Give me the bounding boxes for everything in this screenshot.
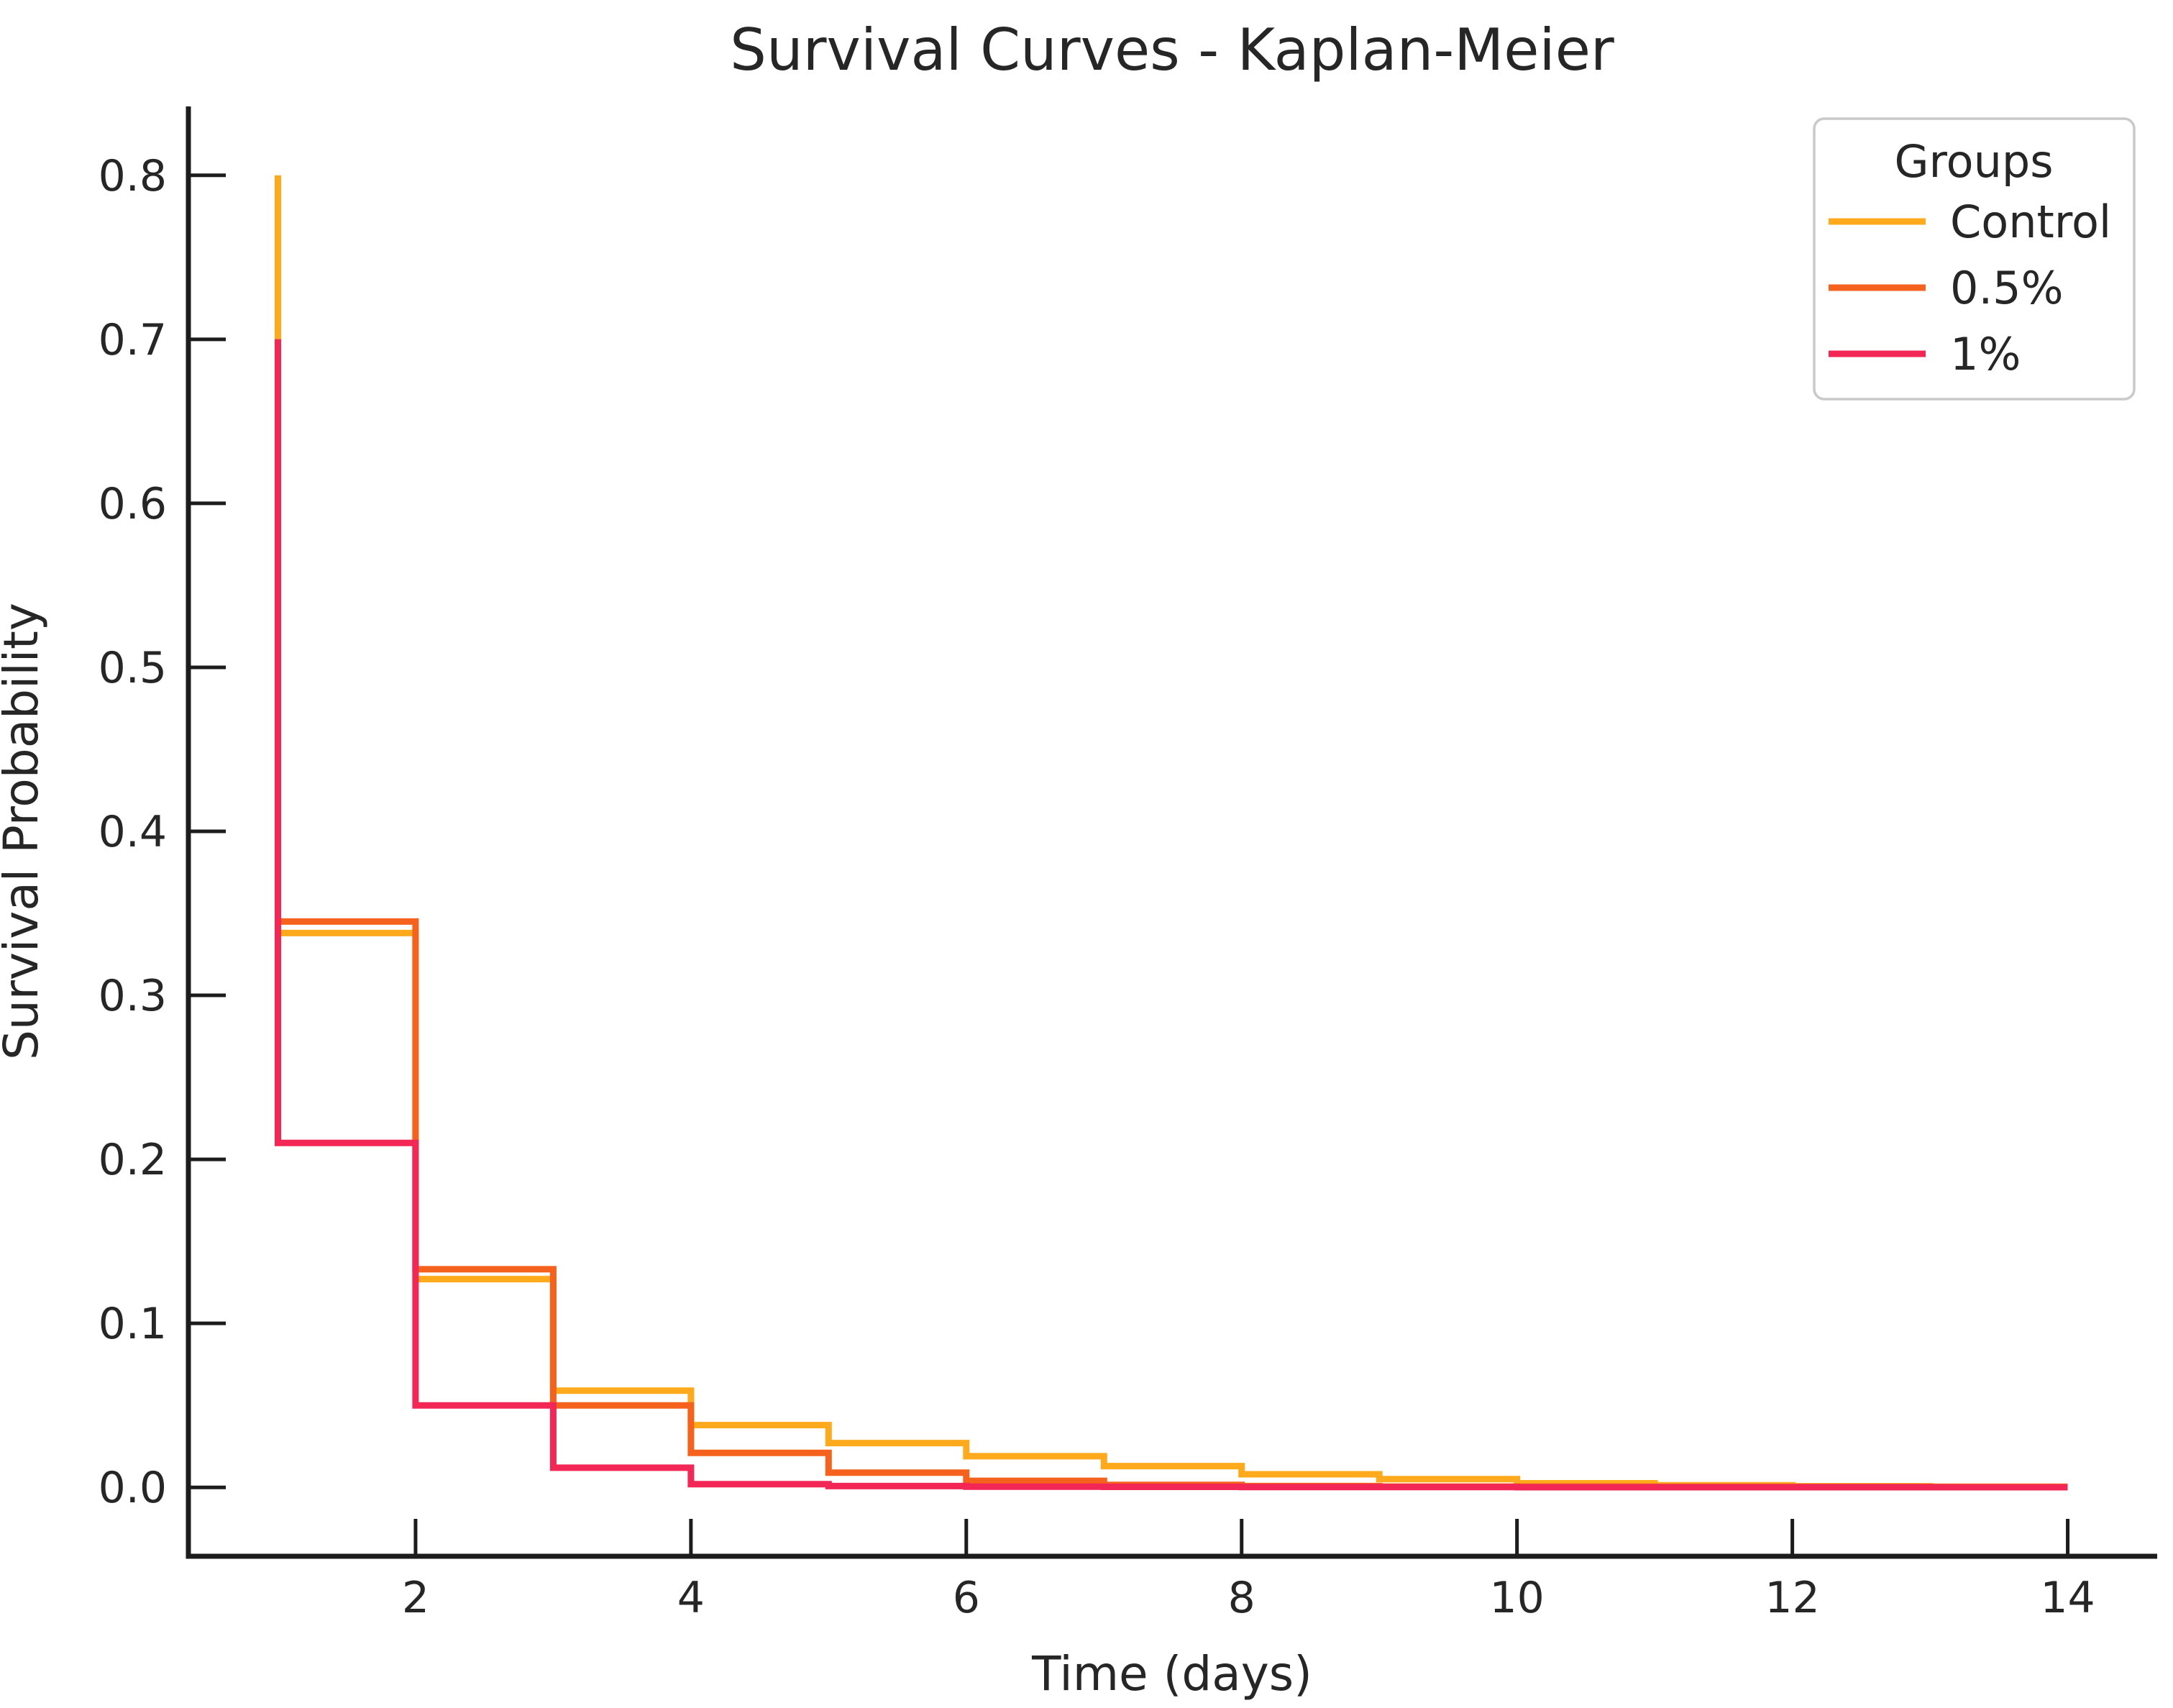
y-tick-label: 0.6 xyxy=(99,479,167,529)
x-tick-label: 6 xyxy=(953,1573,980,1623)
x-tick-label: 10 xyxy=(1489,1573,1544,1623)
x-tick-label: 12 xyxy=(1765,1573,1819,1623)
survival-curve-control xyxy=(275,175,2068,1490)
survival-curve-1- xyxy=(275,339,2068,1491)
x-tick-label: 4 xyxy=(677,1573,705,1623)
y-tick-label: 0.8 xyxy=(99,151,167,201)
survival-curve-0-5- xyxy=(275,339,2068,1491)
axes-tick-labels: 2 4 6 8 10 12 14 0.0 0.1 0.2 0.3 0.4 0.5 0.6 0.7 0.8 xyxy=(99,151,2095,1623)
y-tick-label: 0.7 xyxy=(99,315,167,365)
y-tick-label: 0.3 xyxy=(99,971,167,1021)
x-tick-label: 14 xyxy=(2040,1573,2095,1623)
legend: Groups Control 0.5% 1% xyxy=(1813,117,2136,401)
y-tick-label: 0.5 xyxy=(99,643,167,693)
y-tick-label: 0.4 xyxy=(99,807,167,857)
y-axis-label: Survival Probability xyxy=(0,603,49,1060)
y-tick-label: 0.1 xyxy=(99,1299,167,1349)
legend-title: Groups xyxy=(1894,135,2053,188)
legend-box xyxy=(1813,117,2136,401)
x-tick-label: 8 xyxy=(1228,1573,1255,1623)
legend-label-control: Control xyxy=(1950,196,2111,248)
x-axis-label: Time (days) xyxy=(1031,1646,1312,1702)
y-tick-label: 0.0 xyxy=(99,1463,167,1513)
chart-title: Survival Curves - Kaplan-Meier xyxy=(730,17,1614,83)
y-tick-label: 0.2 xyxy=(99,1135,167,1185)
legend-label-0-5-: 0.5% xyxy=(1950,262,2064,314)
axes-ticks xyxy=(188,173,2070,1556)
legend-items: Control 0.5% 1% xyxy=(1829,196,2111,380)
survival-curves xyxy=(275,175,2068,1491)
x-tick-label: 2 xyxy=(402,1573,429,1623)
legend-label-1-: 1% xyxy=(1950,328,2021,380)
